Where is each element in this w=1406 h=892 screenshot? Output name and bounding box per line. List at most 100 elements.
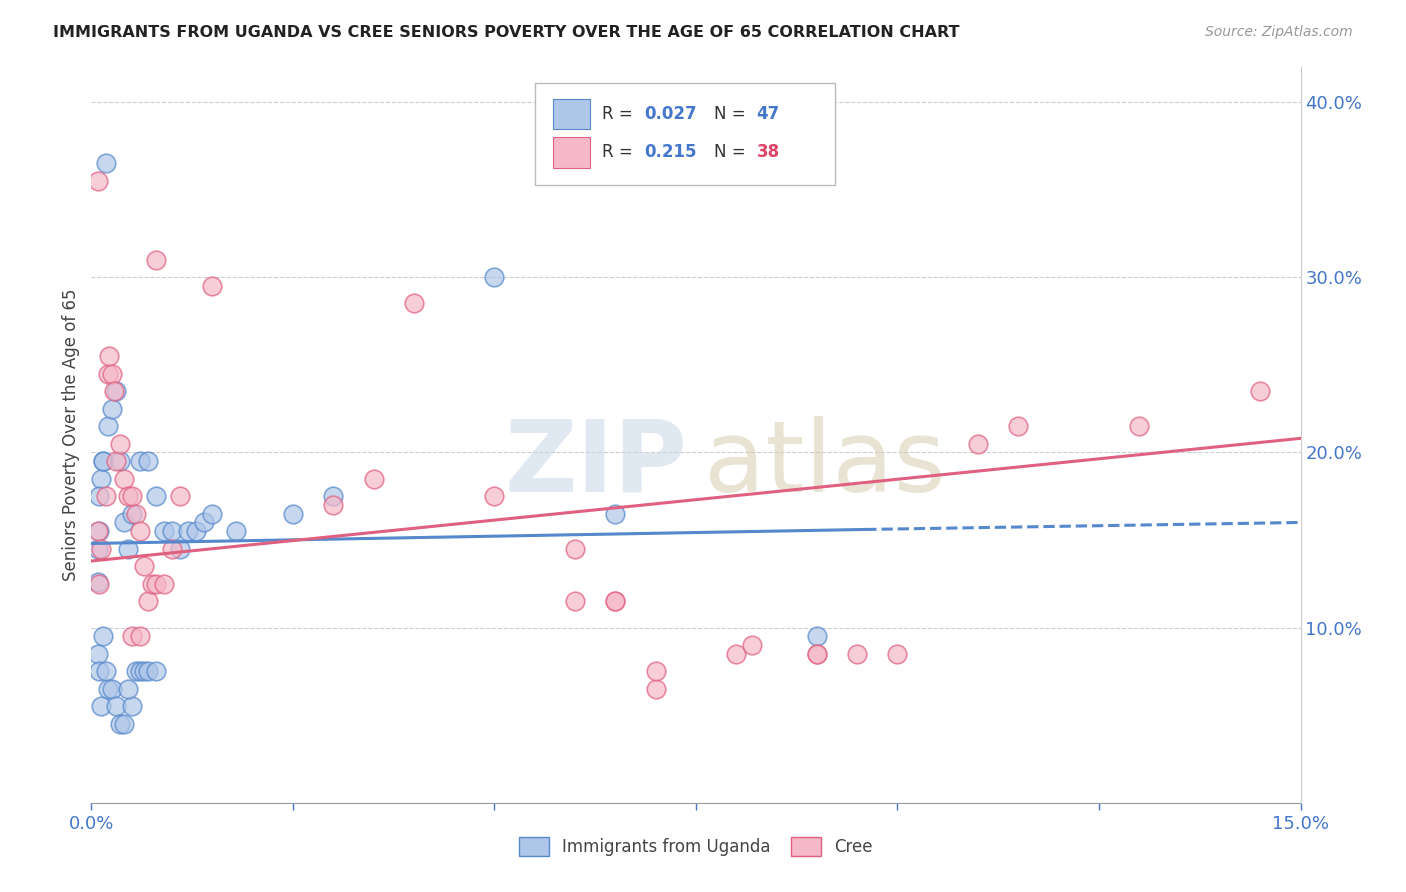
Point — [112, 516, 135, 530]
Point — [93, 629, 115, 643]
Point — [484, 489, 506, 503]
Point — [103, 384, 125, 398]
Point — [128, 524, 150, 539]
Point — [806, 629, 828, 643]
Point — [741, 638, 763, 652]
Point — [125, 507, 148, 521]
Point — [145, 665, 167, 679]
Point — [564, 541, 586, 556]
Point — [141, 576, 163, 591]
Point — [145, 576, 167, 591]
Point — [402, 296, 425, 310]
Text: ZIP: ZIP — [505, 416, 688, 513]
Point — [132, 559, 155, 574]
Point — [117, 489, 139, 503]
Text: 38: 38 — [756, 144, 779, 161]
Point — [725, 647, 748, 661]
Point — [201, 279, 224, 293]
Point — [89, 576, 111, 591]
Point — [87, 647, 110, 661]
Point — [93, 454, 115, 468]
Y-axis label: Seniors Poverty Over the Age of 65: Seniors Poverty Over the Age of 65 — [62, 289, 80, 581]
Text: N =: N = — [714, 144, 751, 161]
Point — [169, 489, 191, 503]
Point — [94, 489, 117, 503]
Point — [160, 541, 183, 556]
Text: N =: N = — [714, 105, 751, 123]
Point — [1249, 384, 1271, 398]
Point — [108, 436, 131, 450]
Point — [136, 454, 159, 468]
Point — [225, 524, 247, 539]
Point — [169, 541, 191, 556]
Point — [128, 629, 150, 643]
Text: Source: ZipAtlas.com: Source: ZipAtlas.com — [1205, 25, 1353, 39]
Point — [160, 524, 183, 539]
Point — [128, 454, 150, 468]
Point — [90, 699, 112, 714]
Point — [201, 507, 224, 521]
Point — [806, 647, 828, 661]
Point — [100, 367, 122, 381]
Point — [967, 436, 990, 450]
Point — [108, 454, 131, 468]
Point — [104, 699, 127, 714]
Point — [886, 647, 908, 661]
Point — [90, 472, 112, 486]
Point — [87, 174, 110, 188]
Point — [93, 454, 115, 468]
Point — [87, 574, 110, 589]
Point — [128, 665, 150, 679]
Point — [281, 507, 304, 521]
Point — [100, 401, 122, 416]
Point — [96, 681, 118, 696]
Text: 47: 47 — [756, 105, 780, 123]
Point — [125, 665, 148, 679]
Point — [117, 541, 139, 556]
Text: atlas: atlas — [704, 416, 946, 513]
Point — [121, 629, 143, 643]
Point — [484, 270, 506, 285]
Point — [94, 665, 117, 679]
Point — [96, 367, 118, 381]
Point — [644, 665, 666, 679]
Point — [846, 647, 869, 661]
Point — [322, 489, 344, 503]
Point — [104, 384, 127, 398]
Point — [322, 498, 344, 512]
Point — [104, 454, 127, 468]
Point — [89, 524, 111, 539]
Text: 0.215: 0.215 — [644, 144, 696, 161]
Bar — [554, 98, 589, 129]
Point — [644, 681, 666, 696]
Point — [145, 489, 167, 503]
Point — [153, 524, 176, 539]
Point — [136, 665, 159, 679]
Point — [94, 156, 117, 170]
Point — [96, 419, 118, 434]
Point — [806, 647, 828, 661]
Point — [108, 717, 131, 731]
Point — [90, 541, 112, 556]
Point — [1128, 419, 1150, 434]
Point — [564, 594, 586, 608]
Point — [153, 576, 176, 591]
Text: R =: R = — [602, 144, 638, 161]
Point — [117, 681, 139, 696]
Point — [89, 489, 111, 503]
Point — [363, 472, 385, 486]
Point — [87, 524, 110, 539]
Point — [121, 489, 143, 503]
Point — [186, 524, 208, 539]
Text: R =: R = — [602, 105, 638, 123]
Point — [193, 516, 215, 530]
Point — [145, 252, 167, 267]
Point — [605, 594, 627, 608]
Text: 0.027: 0.027 — [644, 105, 696, 123]
Text: IMMIGRANTS FROM UGANDA VS CREE SENIORS POVERTY OVER THE AGE OF 65 CORRELATION CH: IMMIGRANTS FROM UGANDA VS CREE SENIORS P… — [53, 25, 960, 40]
Point — [112, 472, 135, 486]
Point — [132, 665, 155, 679]
Point — [605, 507, 627, 521]
Point — [121, 507, 143, 521]
Point — [1007, 419, 1029, 434]
